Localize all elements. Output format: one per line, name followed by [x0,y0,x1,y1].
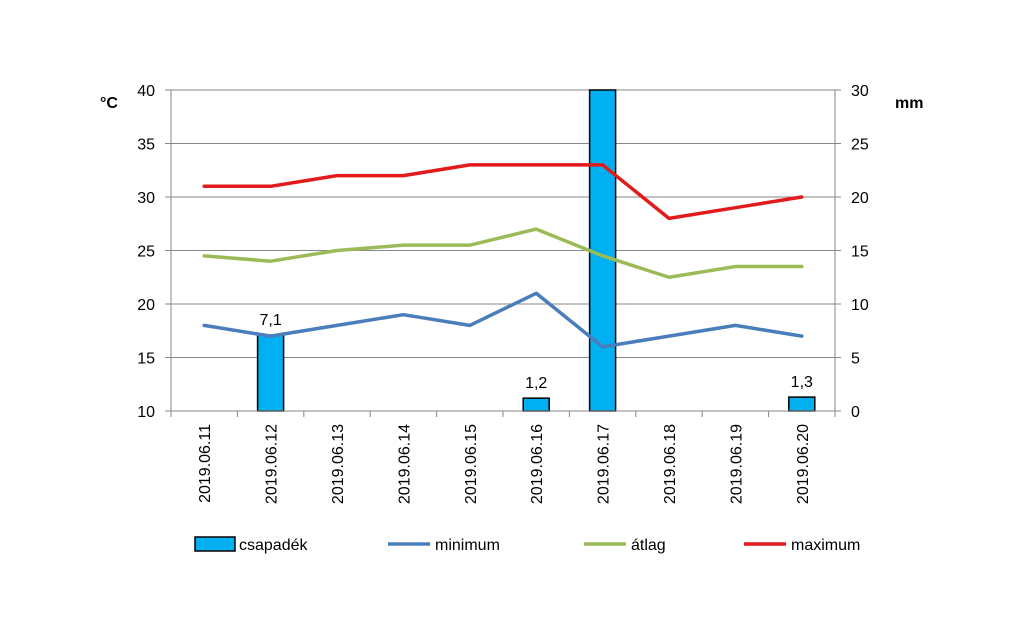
legend-label-átlag: átlag [631,537,666,554]
left-tick-label: 40 [137,83,155,100]
x-tick-label: 2019.06.12 [264,424,281,504]
x-tick-label: 2019.06.17 [596,424,613,504]
bar-data-label: 1,3 [791,374,813,391]
line-átlag [202,227,804,279]
x-tick-label: 2019.06.19 [728,424,745,504]
axes [165,89,841,417]
left-tick-label: 15 [137,351,155,368]
series-lines [202,163,804,349]
x-axis-labels: 2019.06.11 2019.06.12 2019.06.13 2019.06.14… [197,424,812,504]
legend-label-minimum: minimum [435,537,500,554]
left-axis-unit: °C [100,95,118,112]
x-tick-label: 2019.06.14 [396,424,413,504]
left-axis-ticks: 10 15 20 25 30 35 40 [137,83,155,421]
bar-csapadek [256,334,285,412]
right-axis-ticks: 0 5 10 15 20 25 30 [851,83,869,421]
left-tick-label: 30 [137,190,155,207]
data-labels: 7,1 1,2 1,3 [259,312,813,392]
right-tick-label: 30 [851,83,869,100]
line-maximum [202,163,804,221]
x-tick-label: 2019.06.16 [529,424,546,504]
x-tick-label: 2019.06.20 [795,424,812,504]
right-tick-label: 25 [851,137,869,154]
right-tick-label: 5 [851,351,860,368]
legend-label-csapadek: csapadék [239,537,308,554]
bar-csapadek [788,396,816,412]
left-tick-label: 20 [137,297,155,314]
bar-csapadek [522,397,550,412]
legend: csapadék minimum átlag maximum [194,536,860,554]
right-tick-label: 20 [851,190,869,207]
x-tick-label: 2019.06.15 [463,424,480,504]
bar-data-label: 1,2 [525,375,547,392]
right-axis-unit: mm [895,95,923,112]
legend-label-maximum: maximum [791,537,860,554]
left-tick-label: 35 [137,137,155,154]
legend-swatch-csapadek [194,536,236,552]
left-tick-label: 10 [137,404,155,421]
x-tick-label: 2019.06.18 [662,424,679,504]
right-tick-label: 10 [851,297,869,314]
right-tick-label: 15 [851,244,869,261]
line-minimum [202,291,804,349]
right-tick-label: 0 [851,404,860,421]
x-tick-label: 2019.06.13 [330,424,347,504]
left-tick-label: 25 [137,244,155,261]
x-tick-label: 2019.06.11 [197,424,214,503]
bar-data-label: 7,1 [259,312,281,329]
